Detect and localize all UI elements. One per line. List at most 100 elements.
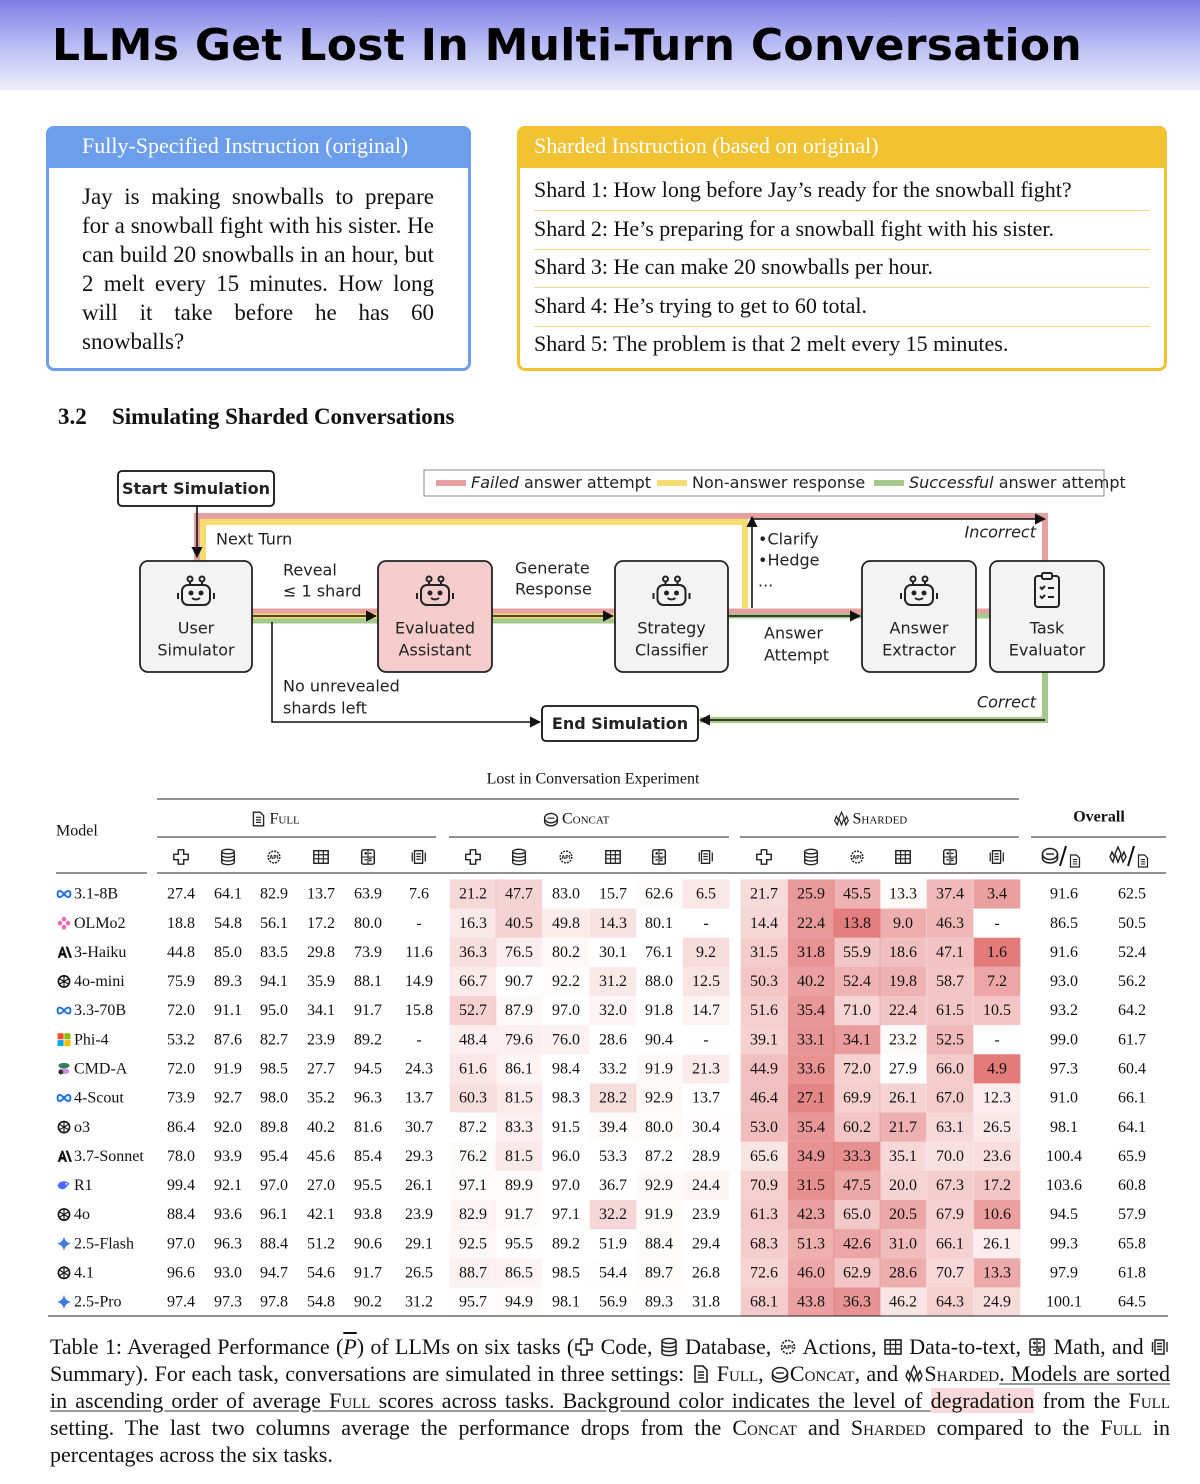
table-cell: 35.2 bbox=[307, 1090, 335, 1107]
table-cell: 42.6 bbox=[843, 1235, 871, 1252]
degradation-cell bbox=[682, 879, 730, 909]
table-cell: 51.3 bbox=[797, 1235, 825, 1252]
model-icon bbox=[57, 1208, 71, 1221]
degradation-cell bbox=[495, 1054, 543, 1084]
degradation-cell bbox=[926, 1054, 974, 1084]
model-name: 4o-mini bbox=[74, 973, 125, 990]
degradation-cell bbox=[740, 1229, 788, 1259]
model-name: CMD-A bbox=[74, 1061, 128, 1078]
icon bbox=[771, 1366, 789, 1383]
overall-cell: 52.4 bbox=[1118, 944, 1146, 961]
diagram-label: Response bbox=[515, 580, 592, 599]
table-cell: 91.1 bbox=[214, 1002, 242, 1019]
table-cell: 46.2 bbox=[889, 1294, 917, 1311]
table-cell: 76.2 bbox=[459, 1148, 487, 1165]
table-cell: 34.1 bbox=[843, 1031, 871, 1048]
table-cell: 67.3 bbox=[936, 1177, 964, 1194]
model-name: 4o bbox=[74, 1206, 90, 1223]
degradation-cell bbox=[973, 966, 1021, 996]
node-label: Classifier bbox=[635, 641, 708, 660]
table-cell: 63.1 bbox=[936, 1119, 964, 1136]
caption-text: from the bbox=[1034, 1388, 1129, 1413]
degradation-cell bbox=[449, 995, 497, 1026]
table-cell: 93.8 bbox=[354, 1206, 382, 1223]
terminal-box bbox=[541, 705, 699, 742]
table-cell: 61.6 bbox=[459, 1061, 487, 1078]
icon bbox=[465, 849, 481, 865]
table-cell: 73.9 bbox=[167, 1090, 195, 1107]
table-cell: 27.7 bbox=[307, 1061, 335, 1078]
caption-text: Sharded bbox=[850, 1415, 926, 1440]
table-cell: 66.0 bbox=[936, 1061, 964, 1078]
fully-specified-header: Fully-Specified Instruction (original) bbox=[46, 126, 471, 168]
overall-cell: 103.6 bbox=[1046, 1177, 1082, 1194]
table-cell: 15.7 bbox=[599, 886, 627, 903]
table-cell: 97.0 bbox=[552, 1002, 580, 1019]
table-cell: 67.0 bbox=[936, 1090, 964, 1107]
table-cell: 73.9 bbox=[354, 944, 382, 961]
overall-cell: 57.9 bbox=[1118, 1206, 1146, 1223]
table-cell: 23.9 bbox=[307, 1031, 335, 1048]
degradation-cell bbox=[682, 1054, 730, 1084]
overall-cell: 65.9 bbox=[1118, 1148, 1146, 1165]
overall-cell: 64.5 bbox=[1118, 1294, 1146, 1311]
table-cell: 29.4 bbox=[692, 1235, 720, 1252]
degradation-cell bbox=[787, 995, 835, 1026]
table-cell: 61.5 bbox=[936, 1002, 964, 1019]
caption-text: ) of LLMs on six tasks ( bbox=[356, 1334, 575, 1359]
model-icon bbox=[57, 1033, 71, 1047]
table-cell: 80.2 bbox=[552, 944, 580, 961]
table-cell: 36.7 bbox=[599, 1177, 627, 1194]
table-cell: 34.9 bbox=[797, 1148, 825, 1165]
degradation-cell bbox=[740, 879, 788, 909]
table-cell: 92.9 bbox=[645, 1177, 673, 1194]
degradation-cell bbox=[926, 1258, 974, 1288]
table-cell: 72.6 bbox=[750, 1264, 778, 1281]
degradation-cell bbox=[740, 937, 788, 967]
column-header: Model bbox=[56, 823, 98, 840]
shard: Shard 4: He’s trying to get to 60 total. bbox=[534, 288, 1150, 327]
table-cell: 36.3 bbox=[459, 944, 487, 961]
table-cell: 47.5 bbox=[843, 1177, 871, 1194]
table-cell: 35.9 bbox=[307, 973, 335, 990]
table-cell: 68.3 bbox=[750, 1235, 778, 1252]
table-cell: 24.3 bbox=[405, 1061, 433, 1078]
degradation-cell bbox=[787, 966, 835, 996]
svg-text:API: API bbox=[782, 1345, 792, 1351]
table-cell: 94.1 bbox=[260, 973, 288, 990]
degradation-cell bbox=[926, 879, 974, 909]
caption-text: Database, bbox=[678, 1334, 778, 1359]
table-cell: 91.9 bbox=[645, 1061, 673, 1078]
caption-text: Data-to-text, bbox=[902, 1334, 1028, 1359]
table-cell: 96.6 bbox=[167, 1264, 195, 1281]
table-cell: 33.6 bbox=[797, 1061, 825, 1078]
table-cell: 95.5 bbox=[354, 1177, 382, 1194]
degradation-cell bbox=[973, 1141, 1021, 1171]
table-cell: 69.9 bbox=[843, 1090, 871, 1107]
shard: Shard 3: He can make 20 snowballs per ho… bbox=[534, 249, 1150, 289]
terminal-label: Start Simulation bbox=[122, 479, 270, 498]
degradation-cell bbox=[495, 995, 543, 1026]
model-icon bbox=[56, 1294, 72, 1310]
node-box bbox=[377, 560, 493, 673]
caption-text: Concat bbox=[732, 1415, 798, 1440]
table-cell: 48.4 bbox=[459, 1031, 487, 1048]
table-cell: 31.8 bbox=[692, 1294, 720, 1311]
table-cell: 89.7 bbox=[645, 1264, 673, 1281]
icon bbox=[252, 811, 265, 827]
overall-cell: 91.0 bbox=[1050, 1090, 1078, 1107]
table-cell: 92.9 bbox=[645, 1090, 673, 1107]
table-cell: 32.2 bbox=[599, 1206, 627, 1223]
degradation-cell bbox=[542, 1025, 590, 1055]
table-cell: 46.3 bbox=[936, 915, 964, 932]
table-cell: 15.8 bbox=[405, 1002, 433, 1019]
table-cell: 54.4 bbox=[599, 1264, 627, 1281]
table-cell: 88.4 bbox=[260, 1235, 288, 1252]
diagram-label: Generate bbox=[515, 559, 590, 578]
table-cell: 93.0 bbox=[214, 1264, 242, 1281]
table-cell: 26.5 bbox=[405, 1264, 433, 1281]
table-cell: 12.3 bbox=[983, 1090, 1011, 1107]
table-cell: 18.6 bbox=[889, 944, 917, 961]
table-caption: Table 1: Averaged Performance (P) of LLM… bbox=[50, 1333, 1170, 1468]
caption-text: , bbox=[758, 1361, 770, 1386]
